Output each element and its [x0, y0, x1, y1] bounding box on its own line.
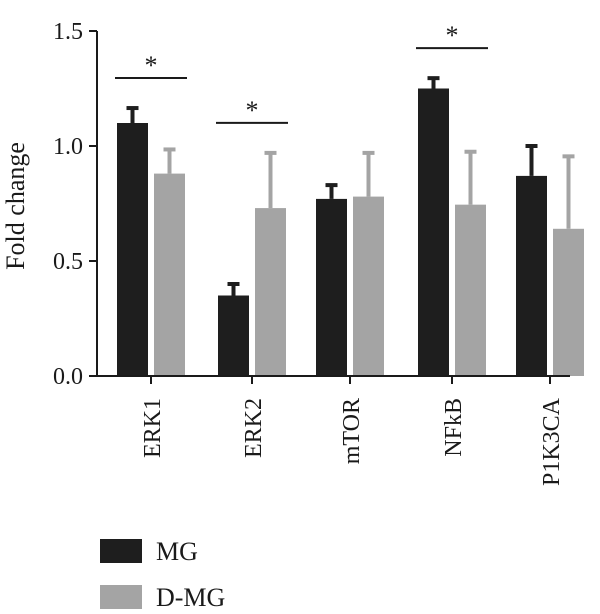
x-axis: ERK1 ERK2 mTOR NFkB P1K3CA [97, 375, 570, 486]
bar-d-mg-p1k3ca [553, 228, 584, 376]
significance-mark-erk1: * [145, 51, 158, 80]
bar-mg-mtor [316, 198, 347, 376]
legend-swatch-d-mg [100, 585, 142, 609]
x-tick-label-mtor: mTOR [339, 398, 365, 464]
bar-d-mg-erk2 [255, 208, 286, 376]
bar-d-mg-nfkb [455, 204, 486, 376]
y-tick-label: 1.5 [53, 19, 83, 45]
bar-d-mg-erk1 [154, 173, 185, 376]
bar-mg-erk1 [117, 123, 148, 376]
y-tick-label: 1.0 [53, 134, 83, 160]
bar-d-mg-mtor [353, 196, 384, 376]
x-tick-label-p1k3ca: P1K3CA [539, 397, 565, 486]
bar-mg-erk2 [218, 295, 249, 376]
legend-label-d-mg: D-MG [156, 583, 225, 612]
x-tick-label-erk1: ERK1 [140, 398, 166, 458]
plot-area: * * * [115, 21, 584, 376]
significance-mark-nfkb: * [446, 21, 459, 50]
y-tick-label: 0.5 [53, 249, 83, 275]
y-tick-label: 0.0 [53, 364, 83, 390]
bar-mg-p1k3ca [516, 175, 547, 376]
x-tick-label-erk2: ERK2 [241, 398, 267, 458]
legend-label-mg: MG [156, 537, 198, 566]
legend-swatch-mg [100, 539, 142, 563]
x-tick-label-nfkb: NFkB [441, 398, 467, 457]
bar-mg-nfkb [418, 88, 449, 376]
legend: MG D-MG [100, 537, 225, 612]
y-axis-label: Fold change [1, 142, 30, 270]
y-axis: 0.0 0.5 1.0 1.5 [53, 19, 98, 390]
significance-mark-erk2: * [246, 96, 259, 125]
